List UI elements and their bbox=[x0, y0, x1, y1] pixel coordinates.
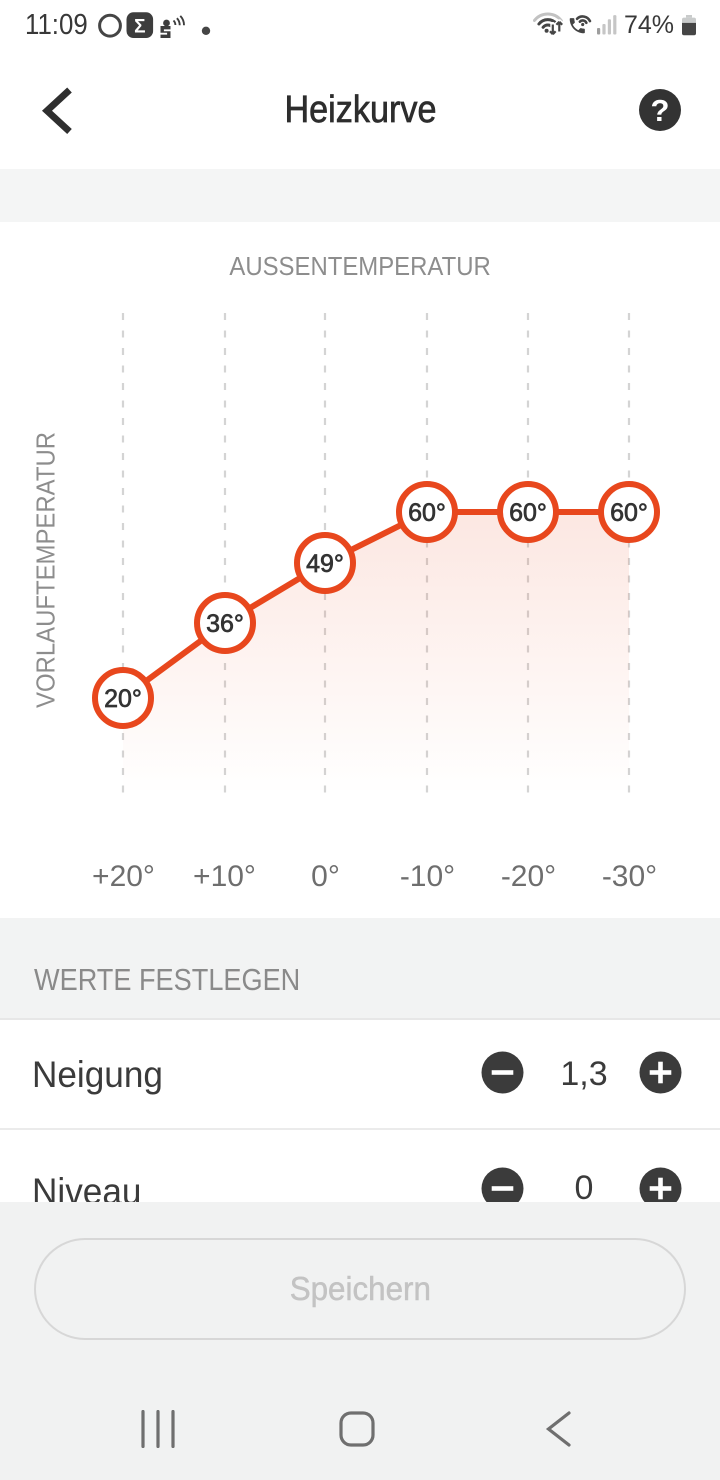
svg-text:49°: 49° bbox=[306, 550, 344, 578]
svg-text:20°: 20° bbox=[104, 685, 142, 713]
svg-text:60°: 60° bbox=[610, 499, 648, 527]
svg-text:60°: 60° bbox=[509, 499, 547, 527]
svg-text:60°: 60° bbox=[408, 499, 446, 527]
svg-text:?: ? bbox=[651, 93, 670, 128]
svg-text:36°: 36° bbox=[206, 610, 244, 638]
svg-text:Σ: Σ bbox=[134, 17, 145, 38]
